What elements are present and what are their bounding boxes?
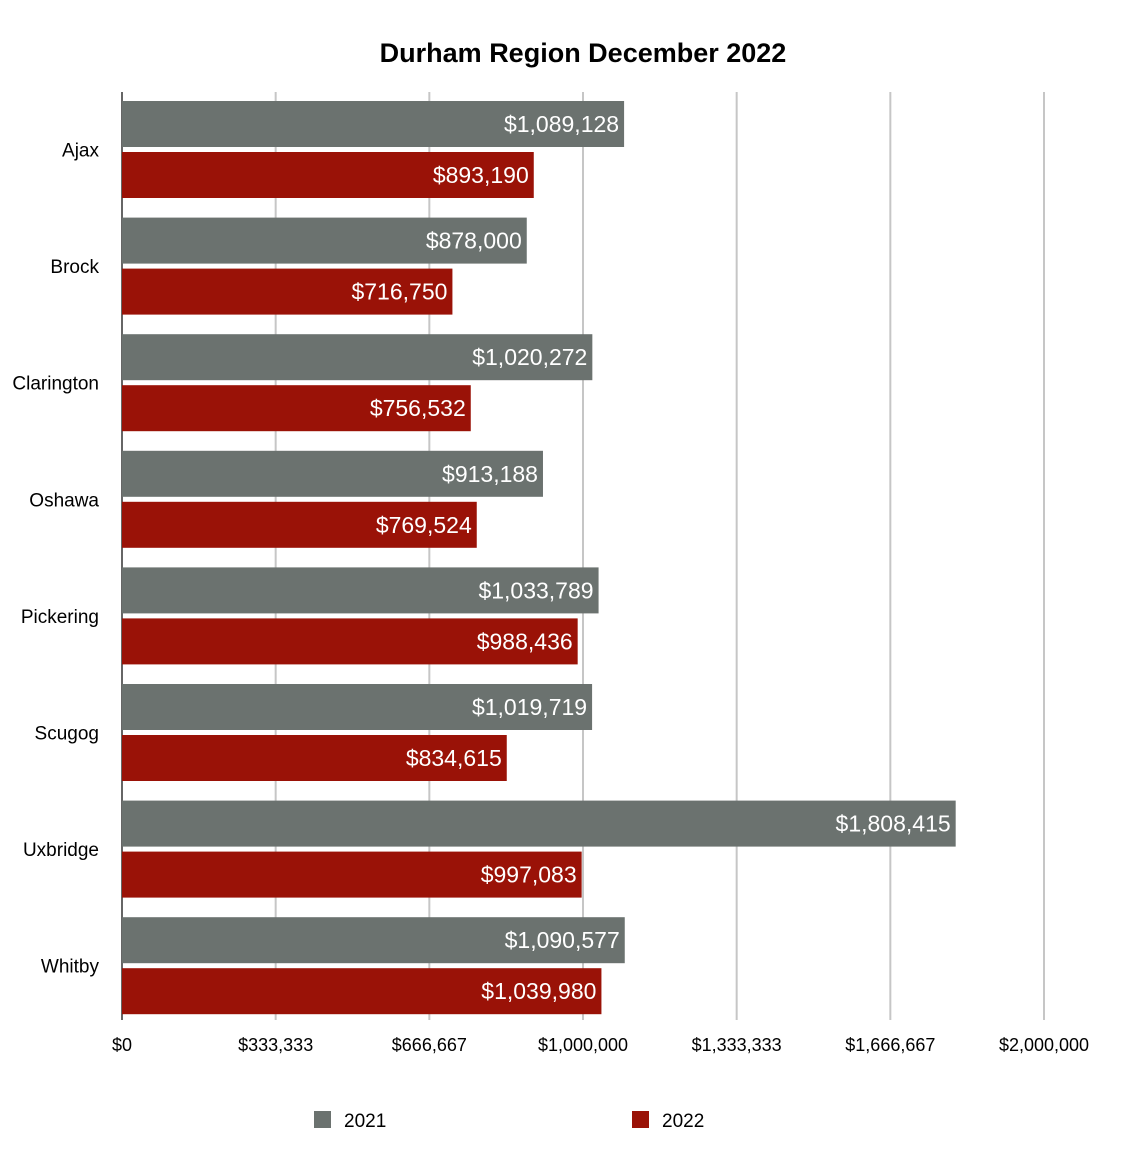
category-label: Oshawa [29,490,99,511]
category-label: Uxbridge [23,840,99,861]
category-label: Clarington [12,374,99,395]
data-label: $913,188 [442,461,538,487]
bar-2022-uxbridge [122,851,582,898]
category-label: Scugog [35,724,99,745]
category-label: Ajax [62,141,99,162]
x-tick-label: $0 [112,1035,132,1055]
category-label: Whitby [41,957,100,978]
category-label: Pickering [21,607,99,628]
bar-2021-brock [122,217,527,264]
bar-2022-clarington [122,385,471,432]
bar-2021-ajax [122,101,625,147]
bar-2022-pickering [122,618,578,665]
data-label: $1,039,980 [481,978,596,1004]
data-label: $834,615 [406,745,502,771]
data-label: $1,033,789 [478,577,593,603]
x-tick-label: $666,667 [392,1035,467,1055]
legend: 2021 2022 [314,1111,704,1132]
bar-2022-whitby [122,968,602,1015]
category-labels: Ajax Brock Clarington Oshawa Pickering Scugog… [12,141,99,978]
legend-label: 2022 [662,1111,704,1132]
data-label: $756,532 [370,395,466,421]
legend-swatch-2021 [314,1111,331,1128]
data-label: $878,000 [426,228,522,254]
data-label: $716,750 [351,279,447,305]
x-axis-ticks: $0 $333,333 $666,667 $1,000,000 $1,333,333 $1… [112,1035,1089,1055]
data-labels: $1,089,128 $893,190 $878,000 $716,750 $1,020… [351,111,950,1004]
bar-2021-clarington [122,334,593,381]
x-tick-label: $1,333,333 [692,1035,782,1055]
bar-2021-whitby [122,917,625,964]
category-label: Brock [50,257,99,278]
bar-2022-oshawa [122,501,477,548]
x-tick-label: $1,666,667 [845,1035,935,1055]
bar-2022-scugog [122,735,507,781]
bar-2021-oshawa [122,450,543,497]
legend-swatch-2022 [632,1111,649,1128]
bar-2022-ajax [122,152,534,198]
data-label: $1,808,415 [836,811,951,837]
data-label: $988,436 [477,628,573,654]
data-label: $1,019,719 [472,694,587,720]
data-label: $1,089,128 [504,111,619,137]
data-label: $893,190 [433,162,529,188]
bar-2021-uxbridge [122,800,956,847]
bars [122,101,956,1015]
chart-title: Durham Region December 2022 [380,38,787,68]
legend-label: 2021 [344,1111,386,1132]
bar-2021-pickering [122,567,599,614]
data-label: $997,083 [481,862,577,888]
data-label: $1,020,272 [472,344,587,370]
data-label: $1,090,577 [505,927,620,953]
data-label: $769,524 [376,512,472,538]
x-tick-label: $333,333 [238,1035,313,1055]
x-tick-label: $2,000,000 [999,1035,1089,1055]
x-tick-label: $1,000,000 [538,1035,628,1055]
bar-2021-scugog [122,684,593,730]
bar-2022-brock [122,268,453,315]
